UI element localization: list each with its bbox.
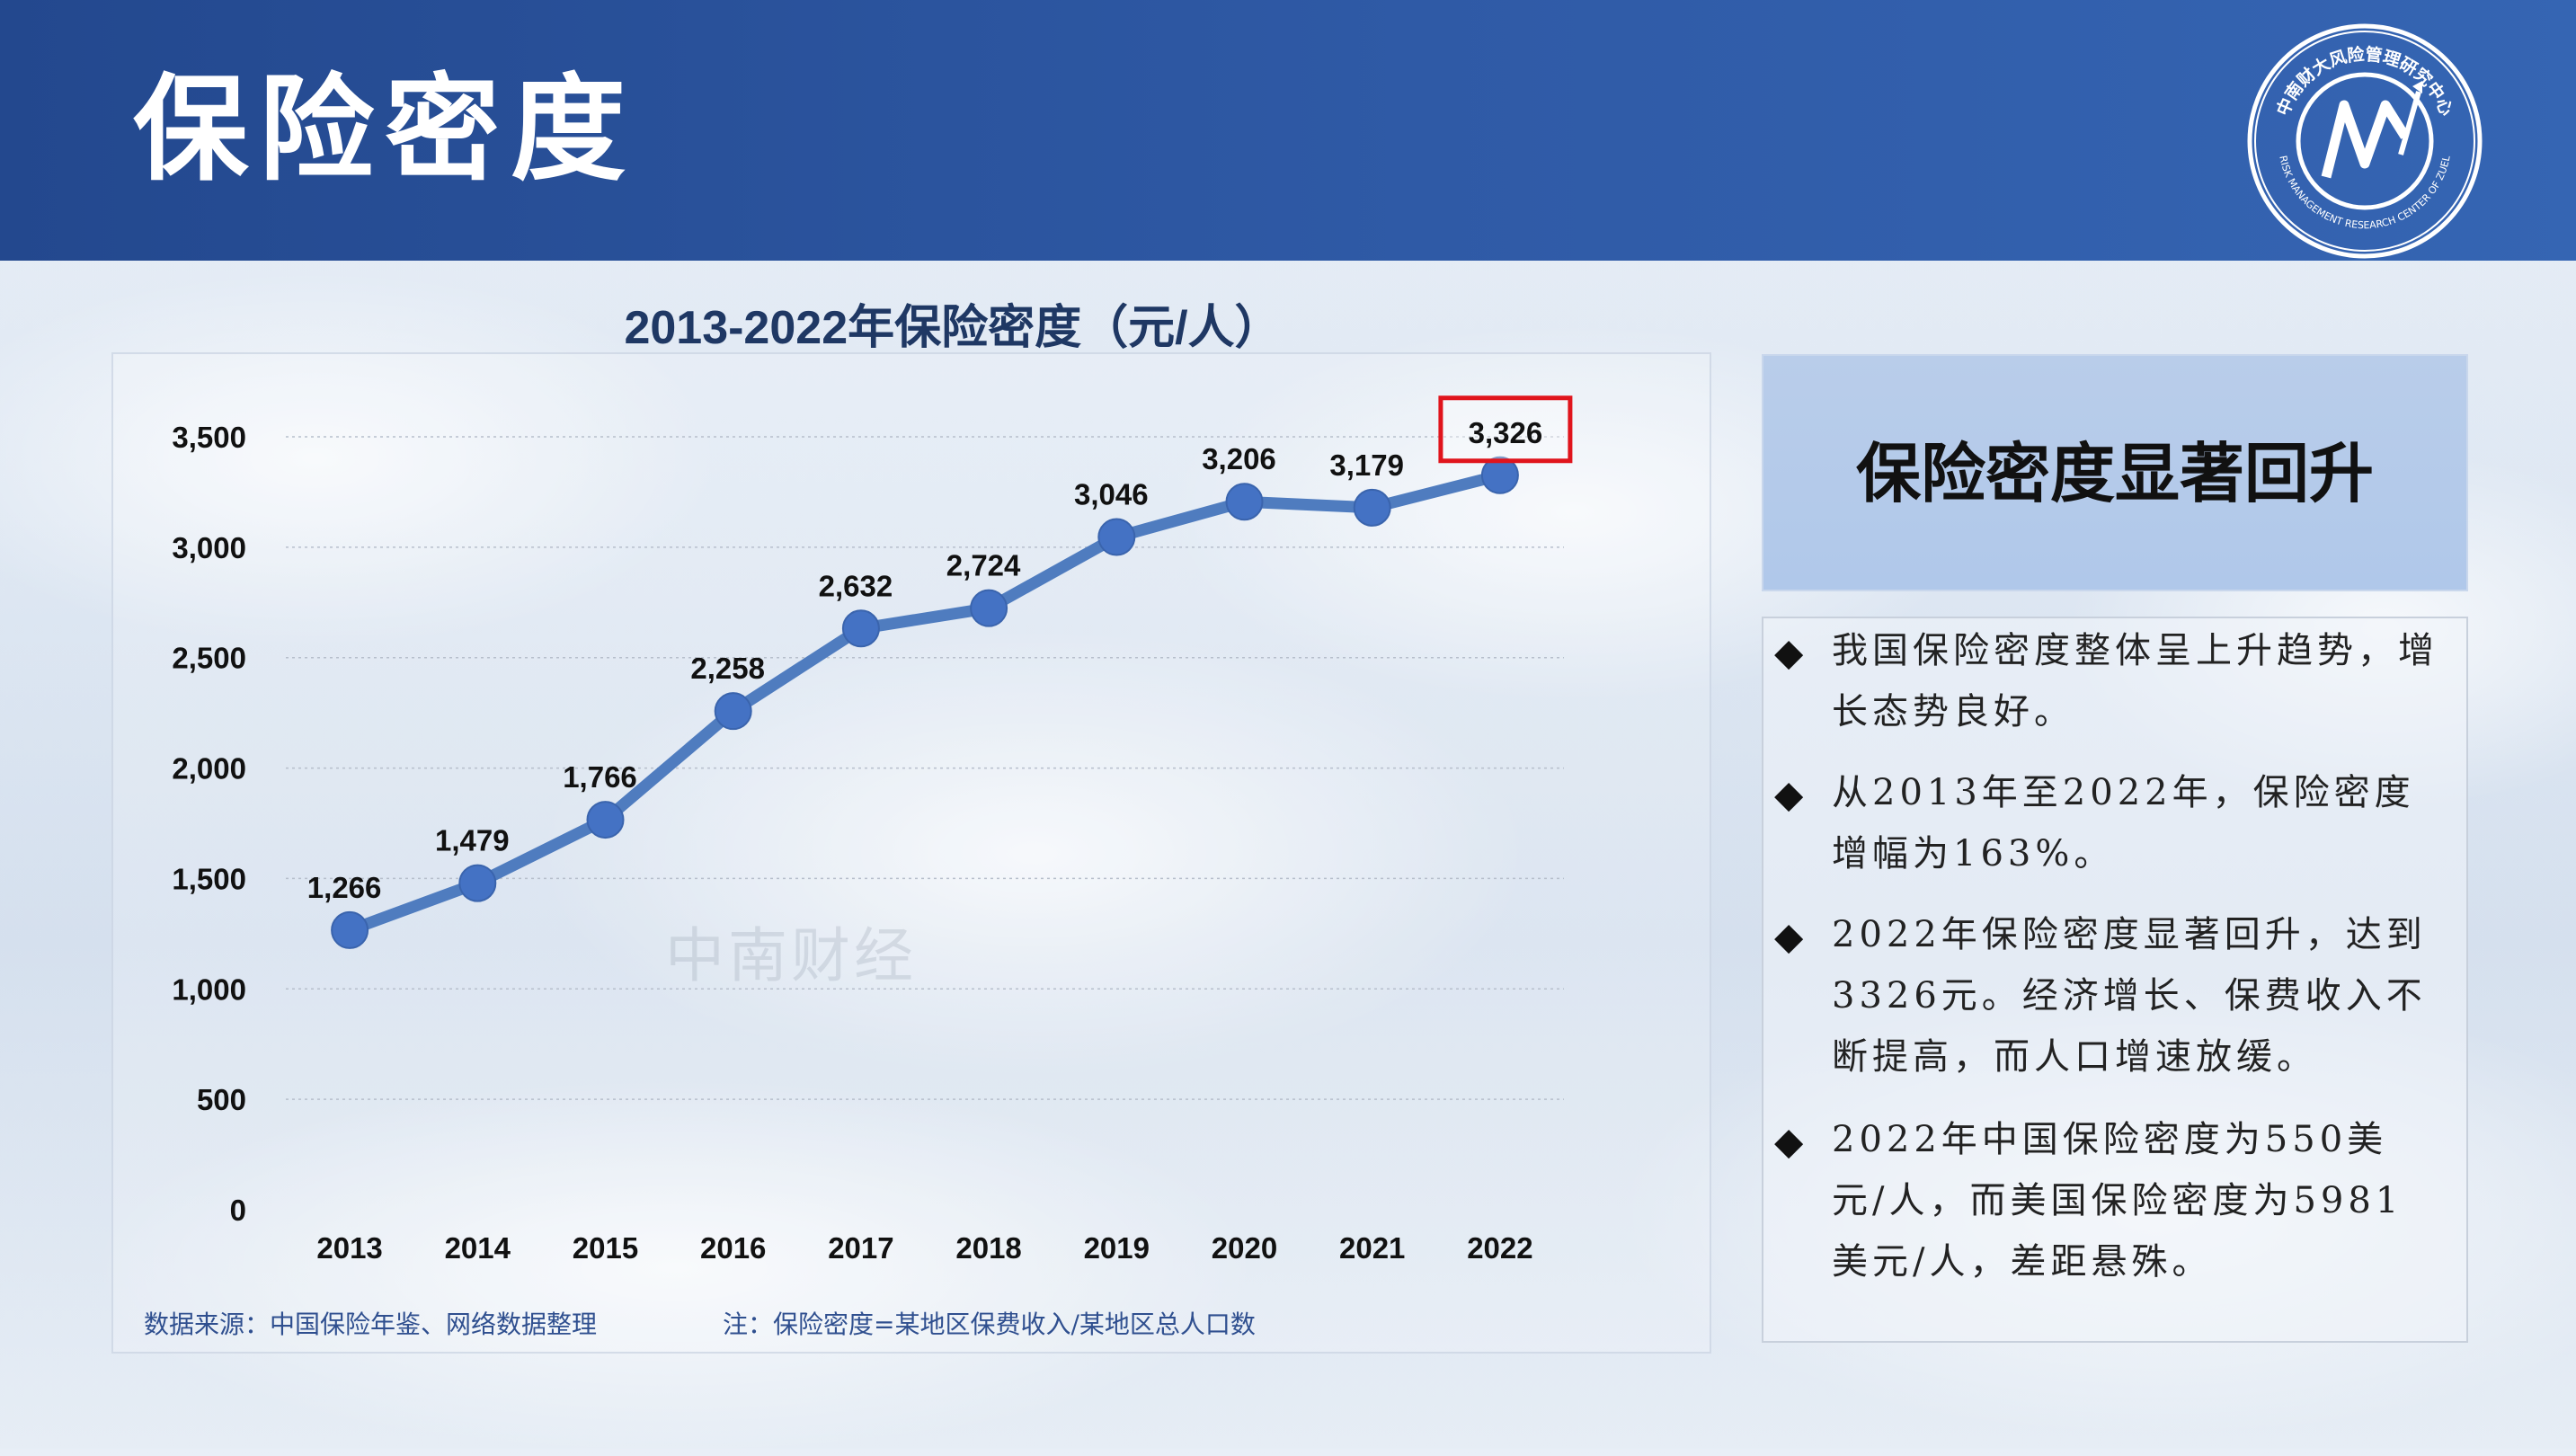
data-label: 3,206 [1202, 442, 1276, 475]
bullet-text: 我国保险密度整体呈上升趋势，增长态势良好。 [1832, 630, 2438, 732]
data-point [1097, 518, 1136, 556]
data-label: 3,179 [1329, 448, 1404, 482]
highlight-panel: 保险密度显著回升 [1762, 354, 2468, 591]
y-tick-label: 2,500 [172, 642, 246, 675]
x-tick-label: 2017 [828, 1231, 893, 1265]
chart-frame [111, 352, 1711, 1354]
data-label: 2,724 [946, 549, 1021, 582]
y-tick-label: 1,500 [172, 862, 246, 895]
diamond-bullet-icon: ◆ [1774, 914, 1804, 958]
data-point [458, 864, 497, 902]
x-tick-label: 2016 [700, 1231, 766, 1265]
data-label: 1,266 [307, 871, 382, 904]
x-tick-label: 2019 [1084, 1231, 1150, 1265]
data-point [331, 910, 369, 949]
bullet-text: 从2013年至2022年，保险密度增幅为163%。 [1832, 772, 2415, 874]
header-bar: 保险密度 中南财大风险管理研究中心 RISK MANAGEMENT RESEAR… [0, 0, 2576, 261]
x-tick-label: 2020 [1212, 1231, 1277, 1265]
bullet-text: 2022年中国保险密度为550美元/人，而美国保险密度为5981美元/人，差距悬… [1832, 1119, 2403, 1283]
data-point [841, 609, 880, 648]
data-label: 1,479 [435, 824, 510, 857]
x-tick-label: 2021 [1339, 1231, 1405, 1265]
y-tick-label: 2,000 [172, 752, 246, 786]
x-tick-label: 2015 [573, 1231, 638, 1265]
data-label: 2,258 [690, 652, 765, 685]
data-point [970, 589, 1008, 627]
data-point [714, 692, 752, 731]
x-tick-label: 2022 [1467, 1231, 1532, 1265]
bullet-text: 2022年保险密度显著回升，达到3326元。经济增长、保费收入不断提高，而人口增… [1832, 914, 2427, 1078]
x-tick-label: 2014 [445, 1231, 511, 1265]
data-source-note: 数据来源：中国保险年鉴、网络数据整理 [144, 1310, 598, 1339]
y-tick-label: 0 [230, 1194, 246, 1227]
data-label: 2,632 [819, 569, 893, 602]
diamond-bullet-icon: ◆ [1774, 630, 1804, 674]
x-tick-label: 2018 [955, 1231, 1021, 1265]
x-tick-label: 2013 [316, 1231, 382, 1265]
y-tick-label: 3,000 [172, 531, 246, 564]
watermark-text: 中南财经 [665, 921, 917, 990]
highlight-box [1438, 395, 1573, 464]
series-line [343, 469, 1506, 937]
page-title: 保险密度 [133, 63, 637, 197]
y-tick-label: 1,000 [172, 972, 246, 1006]
y-tick-label: 3,500 [172, 421, 246, 454]
formula-note: 注：保险密度=某地区保费收入/某地区总人口数 [723, 1310, 1256, 1339]
diamond-bullet-icon: ◆ [1774, 772, 1804, 816]
data-point [1480, 456, 1519, 494]
data-label: 3,046 [1074, 478, 1149, 511]
highlight-text: 保险密度显著回升 [1855, 436, 2374, 511]
data-point [1225, 483, 1264, 521]
data-point [1353, 488, 1391, 527]
data-label: 1,766 [563, 760, 637, 794]
diamond-bullet-icon: ◆ [1774, 1119, 1804, 1163]
bullet-list: ◆ 我国保险密度整体呈上升趋势，增长态势良好。 ◆ 从2013年至2022年，保… [1762, 617, 2468, 1343]
data-label: 3,326 [1469, 416, 1543, 449]
y-tick-label: 500 [197, 1083, 246, 1116]
research-center-logo-icon: 中南财大风险管理研究中心 RISK MANAGEMENT RESEARCH CE… [2247, 23, 2483, 259]
data-point [586, 801, 625, 839]
chart-title: 2013-2022年保险密度（元/人） [624, 302, 1282, 354]
